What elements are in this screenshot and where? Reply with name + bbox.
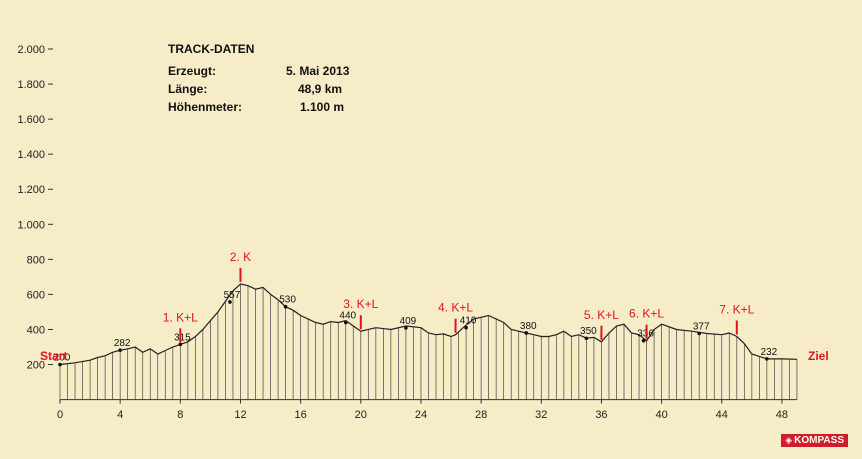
x-axis-tick-label: 0 — [57, 409, 63, 421]
y-axis-tick-label: 200 — [27, 360, 45, 372]
elevation-label: 409 — [400, 316, 417, 327]
x-axis-tick-label: 12 — [234, 409, 246, 421]
checkpoint-label: 1. K+L — [163, 310, 198, 324]
elevation-point — [464, 325, 468, 330]
x-axis-tick-label: 48 — [776, 409, 788, 421]
checkpoint-label: 7. K+L — [719, 302, 754, 316]
elevation-point — [524, 331, 529, 335]
kompass-logo-icon: ◈ — [785, 435, 793, 445]
x-axis-tick-label: 16 — [295, 409, 307, 421]
track-created-value: 5. Mai 2013 — [286, 64, 350, 78]
elevation-point — [58, 362, 62, 367]
elevation-label: 410 — [460, 316, 477, 327]
elevation-point — [765, 357, 769, 361]
y-axis-tick-label: 1.400 — [17, 149, 45, 161]
elevation-point — [343, 320, 348, 325]
elevation-label: 377 — [693, 322, 710, 333]
y-axis-tick-label: 2.000 — [17, 44, 45, 56]
track-row-length: Länge: 48,9 km — [168, 80, 349, 98]
x-axis-tick-label: 4 — [117, 409, 123, 421]
checkpoint-label: 5. K+L — [584, 308, 619, 322]
elevation-label: 530 — [279, 295, 296, 306]
track-elevation-label: Höhenmeter: — [168, 100, 243, 114]
x-axis-tick-label: 24 — [415, 409, 427, 421]
elevation-point — [283, 304, 288, 309]
elevation-label: 315 — [174, 332, 191, 343]
track-row-created: Erzeugt: 5. Mai 2013 — [168, 62, 349, 80]
start-label: Start — [40, 349, 67, 363]
track-data-title: TRACK-DATEN — [168, 42, 255, 56]
elevation-label: 232 — [761, 347, 778, 358]
checkpoint-label: 4. K+L — [438, 301, 473, 315]
y-axis-tick-label: 600 — [27, 289, 45, 301]
elevation-label: 380 — [520, 321, 537, 332]
elevation-label: 557 — [224, 290, 241, 301]
elevation-point — [697, 331, 701, 336]
elevation-label: 282 — [114, 338, 131, 349]
track-length-value: 48,9 km — [298, 82, 343, 96]
y-axis-tick-label: 1.200 — [17, 184, 45, 196]
end-label: Ziel — [808, 349, 829, 363]
checkpoint-label: 3. K+L — [343, 297, 378, 311]
elevation-label: 200 — [54, 353, 71, 364]
elevation-point — [118, 348, 122, 352]
x-axis-tick-label: 20 — [355, 409, 367, 421]
kompass-logo: ◈ KOMPASS — [781, 434, 848, 447]
elevation-point — [584, 336, 589, 341]
elevation-label: 350 — [580, 326, 597, 337]
track-row-elevation: Höhenmeter: 1.100 m — [168, 98, 349, 116]
elevation-point — [641, 338, 646, 343]
elevation-point — [404, 326, 408, 330]
elevation-point — [178, 342, 183, 347]
checkpoint-label: 6. K+L — [629, 307, 664, 321]
x-axis-tick-label: 32 — [535, 409, 547, 421]
x-axis-tick-label: 40 — [655, 409, 667, 421]
y-axis-tick-label: 800 — [27, 254, 45, 266]
track-created-label: Erzeugt: — [168, 64, 216, 78]
y-axis-tick-label: 1.800 — [17, 79, 45, 91]
elevation-label: 440 — [339, 310, 356, 321]
x-axis-tick-label: 28 — [475, 409, 487, 421]
track-length-label: Länge: — [168, 82, 208, 96]
y-axis-tick-label: 400 — [27, 324, 45, 336]
track-elevation-value: 1.100 m — [300, 100, 345, 114]
y-axis-tick-label: 1.600 — [17, 114, 45, 126]
x-axis-tick-label: 8 — [177, 409, 183, 421]
kompass-logo-text: KOMPASS — [794, 435, 844, 446]
x-axis-tick-label: 44 — [716, 409, 728, 421]
elevation-point — [228, 300, 232, 304]
x-axis-tick-label: 36 — [595, 409, 607, 421]
elevation-profile-line — [59, 283, 798, 366]
checkpoint-label: 2. K — [230, 250, 251, 264]
track-data-panel: TRACK-DATEN Erzeugt: 5. Mai 2013 Länge: … — [168, 42, 349, 116]
y-axis-tick-label: 1.000 — [17, 219, 45, 231]
